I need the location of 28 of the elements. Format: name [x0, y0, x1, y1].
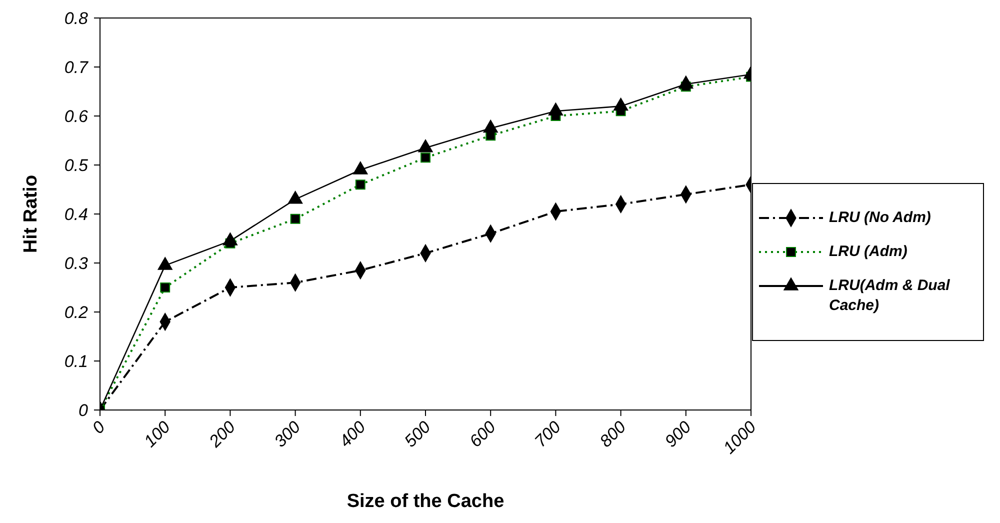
x-tick-label: 700: [531, 417, 565, 451]
x-tick-label: 400: [336, 417, 370, 451]
y-tick-label: 0.7: [64, 58, 89, 77]
legend-label: LRU(Adm & Dual Cache): [829, 276, 951, 316]
legend-label: LRU (No Adm): [829, 208, 932, 228]
x-tick-label: 0: [88, 417, 110, 438]
x-tick-label: 800: [596, 417, 630, 451]
point: [160, 282, 170, 292]
y-tick-label: 0.8: [64, 9, 89, 28]
x-tick-label: 600: [466, 417, 500, 451]
x-tick-label: 900: [661, 417, 696, 451]
point: [355, 180, 366, 190]
point: [420, 152, 430, 163]
x-tick-label: 100: [140, 417, 174, 451]
y-axis-title: Hit Ratio: [20, 174, 42, 254]
y-tick-label: 0: [78, 401, 89, 420]
y-tick-label: 0.3: [64, 254, 89, 273]
y-tick-label: 0.5: [64, 156, 89, 175]
x-tick-label: 200: [204, 417, 240, 452]
x-tick-label: 500: [400, 417, 435, 451]
y-tick-label: 0.4: [64, 205, 88, 224]
x-axis-title: Size of the Cache: [346, 491, 504, 512]
x-tick-label: 300: [270, 417, 305, 451]
y-tick-label: 0.2: [64, 303, 89, 322]
y-tick-label: 0.1: [64, 352, 88, 371]
point: [290, 214, 300, 224]
y-tick-label: 0.6: [64, 107, 89, 126]
legend-label: LRU (Adm): [829, 242, 908, 262]
